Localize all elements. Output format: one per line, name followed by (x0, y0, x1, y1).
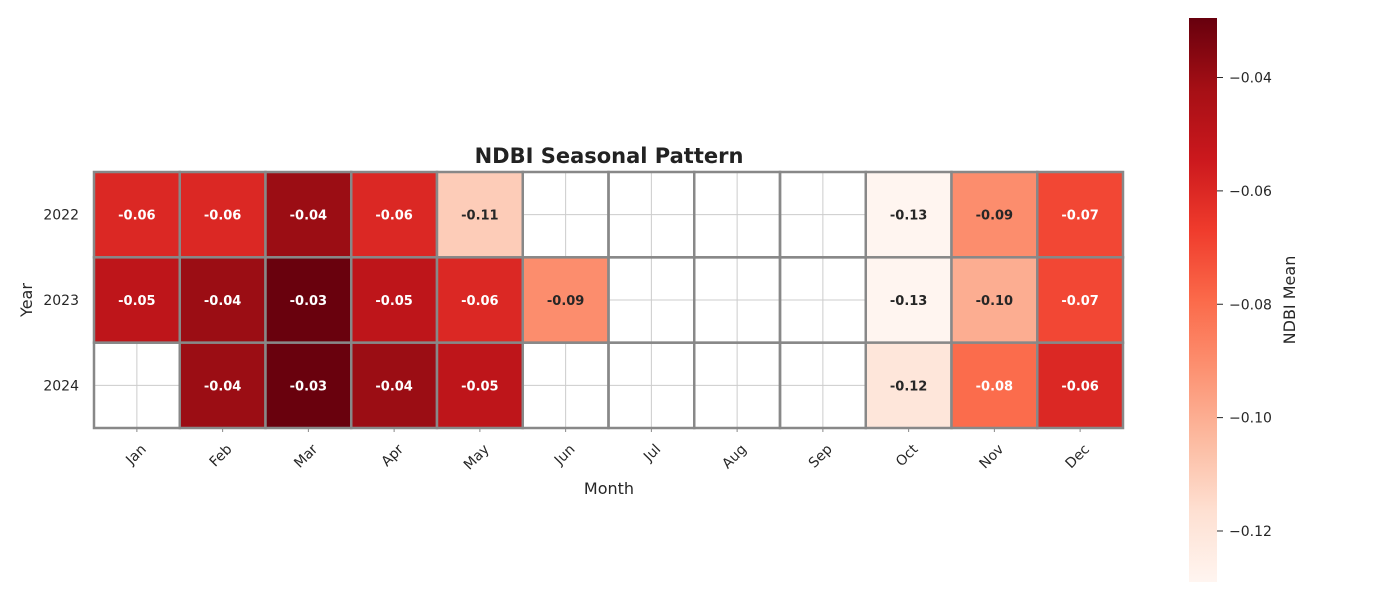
heatmap-cell (350, 170, 439, 259)
heatmap-cell (350, 256, 439, 344)
x-tick-label: Apr (379, 441, 408, 470)
cell-value-label: -0.06 (118, 209, 155, 224)
colorbar-tick-label: −0.04 (1229, 71, 1272, 87)
cell-labels: -0.06 -0.06 -0.04 -0.06 -0.11 -0.13 -0.09 -0.07… (118, 209, 1099, 395)
x-tick-label: Feb (207, 441, 236, 470)
heatmap-cells (92, 170, 1125, 430)
x-tick-label: Sep (806, 441, 836, 471)
y-tick-labels: 2022 2023 2024 (43, 208, 79, 395)
heatmap-cell (264, 256, 353, 344)
cell-value-label: -0.06 (204, 209, 241, 224)
cell-value-label: -0.03 (290, 379, 327, 394)
cell-value-label: -0.08 (976, 379, 1013, 394)
cell-value-label: -0.05 (461, 379, 498, 394)
cell-value-label: -0.09 (976, 209, 1013, 224)
x-tick-label: Jan (122, 442, 149, 469)
cell-value-label: -0.06 (1061, 379, 1098, 394)
cell-value-label: -0.06 (461, 294, 498, 309)
y-tick-label: 2022 (43, 208, 79, 224)
cell-value-label: -0.04 (204, 379, 241, 394)
cell-value-label: -0.10 (976, 294, 1013, 309)
heatmap-cell (1036, 341, 1125, 430)
cell-value-label: -0.04 (204, 294, 241, 309)
x-tick-labels: Jan Feb Mar Apr May Jun Jul Aug Sep Oct Nov Dec (122, 428, 1093, 473)
cell-value-label: -0.07 (1061, 294, 1098, 309)
y-axis-label: Year (17, 283, 36, 318)
heatmap-cell (1036, 170, 1125, 259)
cell-value-label: -0.03 (290, 294, 327, 309)
x-tick-label: Nov (977, 442, 1008, 473)
heatmap-cell (950, 341, 1039, 430)
colorbar-tick-label: −0.10 (1229, 411, 1272, 427)
colorbar-tick-label: −0.08 (1229, 297, 1272, 313)
cell-value-label: -0.04 (290, 209, 327, 224)
heatmap-cell (864, 256, 953, 344)
heatmap-cell (178, 256, 267, 344)
heatmap-cell (435, 256, 524, 344)
x-tick-label: Jul (640, 442, 664, 466)
cell-value-label: -0.09 (547, 294, 584, 309)
x-tick-label: Jun (551, 442, 578, 469)
cell-value-label: -0.05 (375, 294, 412, 309)
colorbar-tick-label: −0.12 (1229, 524, 1272, 540)
x-tick-label: Aug (719, 442, 750, 473)
heatmap-cell (864, 341, 953, 430)
heatmap-cell (435, 341, 524, 430)
cell-value-label: -0.12 (890, 379, 927, 394)
colorbar-tick-label: −0.06 (1229, 184, 1272, 200)
colorbar-ticks: −0.04 −0.06 −0.08 −0.10 −0.12 (1217, 71, 1272, 540)
heatmap-cell (521, 256, 610, 344)
cell-value-label: -0.04 (375, 379, 412, 394)
cell-value-label: -0.07 (1061, 209, 1098, 224)
colorbar-label: NDBI Mean (1280, 256, 1299, 345)
x-tick-label: May (461, 442, 493, 474)
x-tick-label: Mar (291, 441, 321, 471)
cell-value-label: -0.06 (375, 209, 412, 224)
x-axis-label: Month (584, 479, 634, 498)
y-tick-label: 2024 (43, 378, 79, 394)
heatmap-cell (264, 170, 353, 259)
plot-frame (93, 171, 1124, 429)
cell-value-label: -0.05 (118, 294, 155, 309)
x-tick-label: Dec (1062, 442, 1092, 472)
chart-title: NDBI Seasonal Pattern (475, 144, 744, 168)
cell-value-label: -0.13 (890, 209, 927, 224)
heatmap-cell (264, 341, 353, 430)
y-tick-label: 2023 (43, 293, 79, 309)
x-tick-label: Oct (893, 441, 922, 470)
cell-value-label: -0.13 (890, 294, 927, 309)
colorbar (1189, 18, 1217, 582)
cell-value-label: -0.11 (461, 209, 498, 224)
heatmap-cell (350, 341, 439, 430)
